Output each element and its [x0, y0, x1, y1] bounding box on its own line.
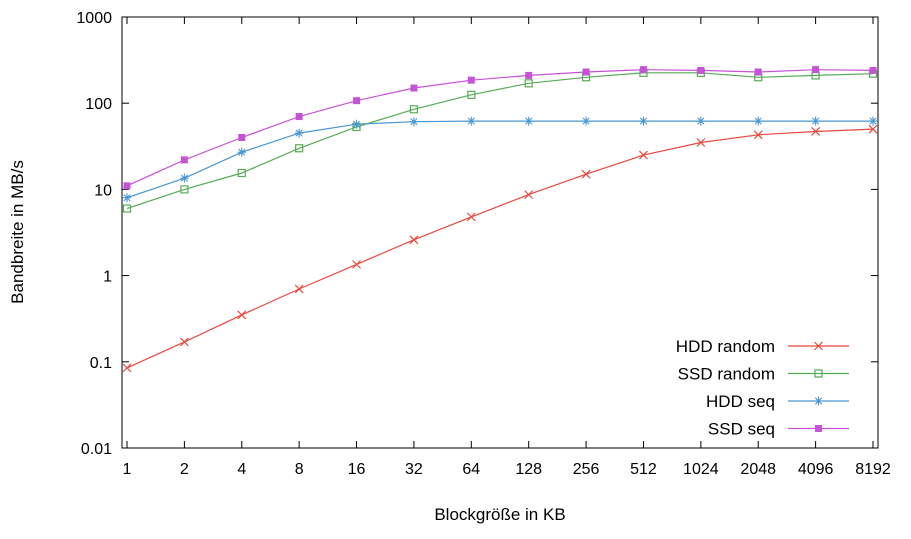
open-square-marker-icon — [122, 204, 132, 213]
asterisk-marker-icon — [409, 117, 419, 127]
x-tick-label: 1 — [123, 461, 132, 478]
filled-square-marker-icon — [869, 66, 877, 74]
asterisk-marker-icon — [237, 147, 246, 157]
y-tick-label: 0.1 — [90, 355, 112, 372]
asterisk-marker-icon — [180, 173, 189, 183]
open-square-marker-icon — [814, 369, 823, 378]
x-marker-icon — [524, 190, 534, 200]
asterisk-marker-icon — [811, 116, 820, 126]
x-marker-icon — [639, 150, 648, 160]
x-axis-ticks: 1 2 4 8 16 32 64 128 256 512 1024 2048 4096 8192 — [123, 17, 891, 478]
asterisk-marker-icon — [352, 119, 361, 129]
asterisk-marker-icon — [524, 116, 533, 126]
x-marker-icon — [753, 130, 763, 140]
x-marker-icon — [811, 127, 821, 136]
filled-square-marker-icon — [815, 425, 822, 432]
filled-square-marker-icon — [525, 71, 533, 79]
x-tick-label: 32 — [405, 461, 423, 478]
x-tick-label: 64 — [462, 461, 480, 478]
filled-square-marker-icon — [353, 97, 361, 105]
asterisk-marker-icon — [696, 116, 706, 126]
open-square-marker-icon — [524, 79, 533, 88]
x-marker-icon — [237, 310, 247, 320]
asterisk-marker-icon — [467, 116, 476, 126]
series-hdd-random — [122, 124, 878, 373]
y-axis-ticks: 0.01 0.1 1 10 100 1000 — [76, 10, 878, 458]
y-tick-label: 0.01 — [81, 441, 112, 458]
series-ssd-seq — [123, 66, 877, 190]
y-axis-label: Bandbreite in MB/s — [8, 160, 27, 304]
x-marker-icon — [294, 284, 304, 294]
filled-square-marker-icon — [180, 156, 188, 164]
filled-square-marker-icon — [123, 182, 131, 190]
filled-square-marker-icon — [754, 68, 762, 76]
legend-label: SSD random — [678, 365, 775, 384]
series-hdd-seq — [122, 116, 878, 203]
asterisk-marker-icon — [122, 193, 132, 203]
y-tick-label: 1 — [103, 269, 112, 286]
x-marker-icon — [409, 235, 419, 245]
filled-square-marker-icon — [238, 134, 246, 142]
x-tick-label: 4 — [237, 461, 246, 478]
series-line — [126, 72, 874, 210]
asterisk-marker-icon — [814, 396, 823, 406]
y-tick-label: 1000 — [76, 10, 112, 27]
asterisk-marker-icon — [639, 116, 648, 126]
filled-square-marker-icon — [697, 66, 705, 74]
open-square-marker-icon — [409, 105, 419, 114]
x-tick-label: 512 — [630, 461, 657, 478]
y-tick-label: 100 — [85, 96, 112, 113]
y-tick-label: 10 — [94, 182, 112, 199]
open-square-marker-icon — [295, 144, 304, 153]
filled-square-marker-icon — [295, 113, 303, 121]
legend-label: HDD random — [676, 337, 775, 356]
legend-label: HDD seq — [706, 392, 775, 411]
x-marker-icon — [581, 169, 591, 179]
filled-square-marker-icon — [410, 84, 418, 92]
series-line — [126, 128, 874, 369]
open-square-marker-icon — [467, 90, 476, 99]
series-line — [126, 69, 874, 187]
asterisk-marker-icon — [581, 116, 591, 126]
filled-square-marker-icon — [467, 76, 475, 84]
x-tick-label: 8192 — [855, 461, 891, 478]
asterisk-marker-icon — [294, 128, 304, 138]
x-marker-icon — [868, 124, 878, 134]
x-axis-label: Blockgröße in KB — [434, 505, 565, 524]
x-tick-label: 8 — [295, 461, 304, 478]
legend: HDD random SSD random HDD seq SSD seq — [676, 337, 849, 439]
x-tick-label: 128 — [515, 461, 542, 478]
series-ssd-random — [122, 68, 878, 213]
legend-label: SSD seq — [708, 420, 775, 439]
x-tick-label: 256 — [573, 461, 600, 478]
filled-square-marker-icon — [639, 66, 647, 74]
x-tick-label: 2 — [180, 461, 189, 478]
open-square-marker-icon — [237, 168, 246, 178]
x-marker-icon — [814, 341, 823, 351]
filled-square-marker-icon — [582, 68, 590, 76]
x-tick-label: 1024 — [683, 461, 719, 478]
series-line — [126, 120, 873, 199]
filled-square-marker-icon — [812, 66, 820, 74]
x-tick-label: 2048 — [740, 461, 776, 478]
open-square-marker-icon — [180, 185, 189, 194]
asterisk-marker-icon — [754, 116, 763, 126]
asterisk-marker-icon — [868, 116, 878, 126]
plot-border — [121, 16, 879, 449]
x-marker-icon — [179, 337, 189, 347]
x-marker-icon — [122, 363, 132, 373]
x-marker-icon — [696, 138, 706, 147]
x-tick-label: 16 — [348, 461, 366, 478]
x-marker-icon — [466, 212, 476, 222]
x-tick-label: 4096 — [798, 461, 834, 478]
x-marker-icon — [352, 259, 361, 269]
